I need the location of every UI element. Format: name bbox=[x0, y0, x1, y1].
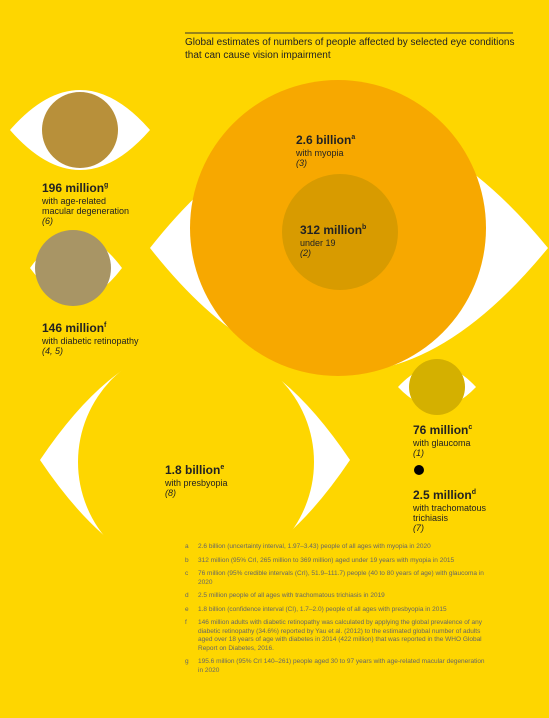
description: with trachomatous bbox=[413, 503, 487, 513]
presbyopia-circle bbox=[78, 344, 314, 580]
footnote-letter: f bbox=[185, 619, 187, 626]
note-mark: a bbox=[351, 134, 356, 141]
label: 146 millionf with diabetic retinopathy (4,… bbox=[42, 318, 139, 356]
note-mark: f bbox=[104, 322, 107, 329]
title: Global estimates of numbers of people af… bbox=[185, 37, 515, 61]
trichiasis-dot bbox=[414, 465, 424, 475]
note-mark: b bbox=[362, 224, 367, 231]
footnote: f 146 million adults with diabetic retino… bbox=[185, 619, 485, 653]
footnote-text: 2.6 billion (uncertainty interval, 1.97–… bbox=[198, 543, 431, 550]
reference: (4, 5) bbox=[42, 346, 64, 356]
footnote-text: 76 million (95% credible intervals (CrI)… bbox=[198, 570, 484, 586]
value-text: 76 million bbox=[413, 423, 469, 437]
amd-circle bbox=[42, 92, 118, 168]
myopia-under19-circle bbox=[282, 174, 398, 290]
value: 2.5 milliond bbox=[413, 485, 486, 503]
footnote: g 195.6 million (95% CrI 140–261) people … bbox=[185, 658, 485, 675]
dr-circle bbox=[35, 230, 111, 306]
glaucoma-circle bbox=[409, 359, 465, 415]
footnote-letter: a bbox=[185, 543, 189, 550]
value-text: 2.6 billion bbox=[296, 133, 352, 147]
footnote-letter: g bbox=[185, 658, 189, 665]
value-text: 196 million bbox=[42, 181, 105, 195]
footnote-text: 146 million adults with diabetic retinop… bbox=[198, 619, 483, 652]
description: trichiasis bbox=[413, 513, 449, 523]
value: 196 milliong bbox=[42, 178, 129, 196]
label: 312 millionb under 19 (2) bbox=[300, 220, 366, 258]
footnote-text: 2.5 million people of all ages with trac… bbox=[198, 592, 385, 599]
footnote-text: 312 million (95% CrI, 265 million to 369… bbox=[198, 556, 455, 564]
reference: (1) bbox=[413, 448, 424, 458]
label: 196 milliong with age-related macular dege… bbox=[42, 178, 129, 226]
note-mark: c bbox=[468, 424, 473, 431]
label: 76 millionc with glaucoma (1) bbox=[413, 420, 472, 458]
value: 2.6 billiona bbox=[296, 130, 355, 148]
reference: (2) bbox=[300, 248, 311, 258]
description: with diabetic retinopathy bbox=[42, 336, 139, 346]
note-mark: g bbox=[104, 182, 109, 189]
label: 2.6 billiona with myopia (3) bbox=[296, 130, 355, 168]
description: with age-related bbox=[42, 196, 107, 206]
footnote-letter: d bbox=[185, 592, 189, 599]
value: 312 millionb bbox=[300, 220, 366, 238]
description: macular degeneration bbox=[42, 206, 130, 216]
footnote: c 76 million (95% credible intervals (CrI… bbox=[185, 570, 485, 587]
description: under 19 bbox=[300, 238, 336, 248]
footnote: e 1.8 billion (confidence interval (CI), … bbox=[185, 606, 485, 615]
description: with glaucoma bbox=[413, 438, 471, 448]
footnote-letter: b bbox=[185, 556, 189, 564]
footnote: d 2.5 million people of all ages with tra… bbox=[185, 592, 485, 601]
value: 76 millionc bbox=[413, 420, 472, 438]
footnotes: a 2.6 billion (uncertainty interval, 1.97… bbox=[185, 543, 485, 680]
value-text: 1.8 billion bbox=[165, 463, 221, 477]
footnote: b 312 million (95% CrI, 265 million to 36… bbox=[185, 557, 485, 566]
footnote-letter: e bbox=[185, 605, 189, 613]
value-text: 312 million bbox=[300, 223, 363, 237]
description: with presbyopia bbox=[165, 478, 228, 488]
reference: (3) bbox=[296, 158, 307, 168]
reference: (6) bbox=[42, 216, 53, 226]
note-mark: e bbox=[220, 464, 225, 471]
value-text: 146 million bbox=[42, 321, 105, 335]
reference: (7) bbox=[413, 523, 424, 533]
description: with myopia bbox=[296, 148, 344, 158]
value: 1.8 billione bbox=[165, 460, 228, 478]
value-text: 2.5 million bbox=[413, 488, 472, 502]
footnote-letter: c bbox=[185, 570, 189, 577]
footnote-text: 1.8 billion (confidence interval (CI), 1… bbox=[198, 605, 447, 613]
footnote-text: 195.6 million (95% CrI 140–261) people a… bbox=[198, 658, 485, 674]
note-mark: d bbox=[471, 489, 476, 496]
label: 1.8 billione with presbyopia (8) bbox=[165, 460, 228, 498]
label: 2.5 milliond with trachomatous trichiasis(… bbox=[413, 485, 486, 533]
value: 146 millionf bbox=[42, 318, 139, 336]
reference: (8) bbox=[165, 488, 176, 498]
footnote: a 2.6 billion (uncertainty interval, 1.97… bbox=[185, 543, 485, 552]
